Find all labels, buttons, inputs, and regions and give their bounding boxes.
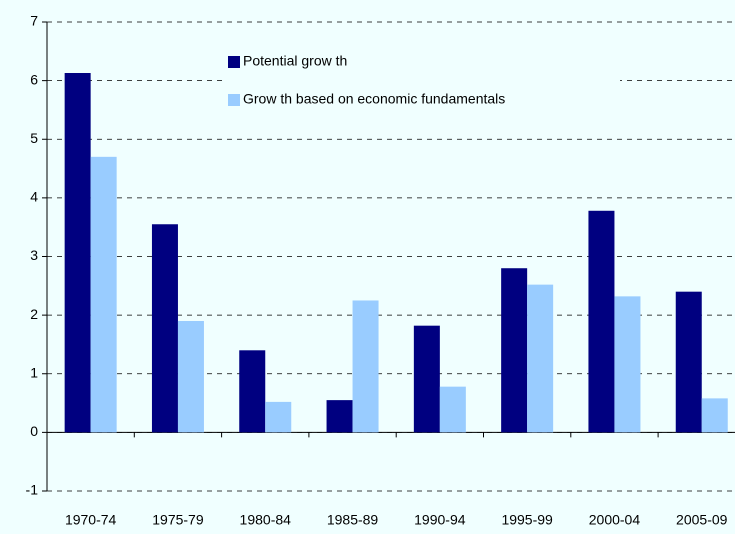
y-tick-label: 0 xyxy=(30,423,38,439)
y-tick-label: 1 xyxy=(30,364,38,380)
y-tick-label: 4 xyxy=(30,189,38,205)
legend-box xyxy=(222,48,620,112)
bar xyxy=(413,325,440,433)
legend-swatch xyxy=(228,56,240,68)
x-tick-label: 2005-09 xyxy=(676,512,728,528)
x-tick-label: 2000-04 xyxy=(589,512,641,528)
y-tick-label: 7 xyxy=(30,13,38,29)
bar xyxy=(177,320,204,433)
bar xyxy=(439,386,466,433)
y-tick-label: 2 xyxy=(30,306,38,322)
x-tick-label: 1975-79 xyxy=(152,512,204,528)
y-tick-label: 5 xyxy=(30,130,38,146)
y-tick-label: 6 xyxy=(30,71,38,87)
legend-label: Grow th based on economic fundamentals xyxy=(243,91,505,107)
y-tick-label: 3 xyxy=(30,247,38,263)
y-tick-label: -1 xyxy=(26,482,39,498)
bar xyxy=(265,401,292,433)
bar xyxy=(588,210,615,433)
x-tick-label: 1995-99 xyxy=(501,512,553,528)
x-tick-label: 1980-84 xyxy=(240,512,292,528)
bar xyxy=(701,398,728,433)
bar xyxy=(501,268,528,433)
x-tick-label: 1970-74 xyxy=(65,512,117,528)
legend-swatch xyxy=(228,94,240,106)
legend-label: Potential grow th xyxy=(243,53,347,69)
x-tick-label: 1990-94 xyxy=(414,512,466,528)
bar xyxy=(64,73,91,433)
bar xyxy=(352,300,379,433)
bar xyxy=(151,224,178,433)
bar xyxy=(239,350,266,433)
bar xyxy=(614,296,641,433)
bar xyxy=(326,400,353,433)
bar xyxy=(527,284,554,433)
bar xyxy=(675,291,702,433)
bar xyxy=(90,156,117,433)
x-tick-label: 1985-89 xyxy=(327,512,379,528)
